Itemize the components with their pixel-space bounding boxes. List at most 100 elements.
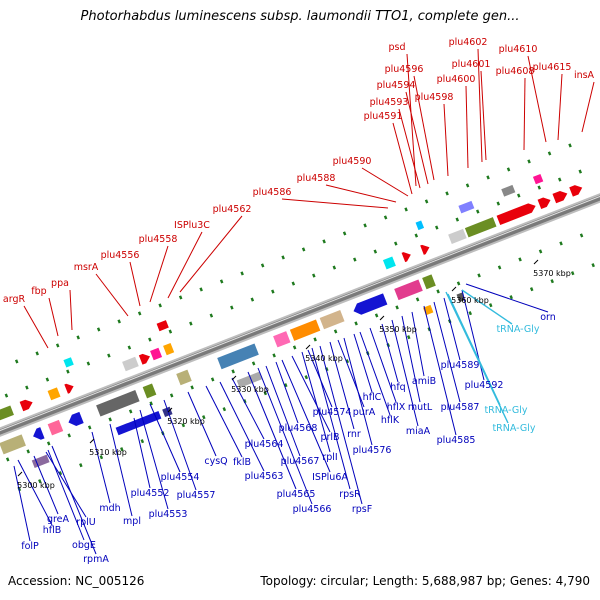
reverse-feature xyxy=(319,310,345,330)
forward-label: plu4558 xyxy=(139,234,178,245)
forward-label: plu4590 xyxy=(333,156,372,167)
reverse-label-leader xyxy=(319,345,363,505)
forward-feature xyxy=(537,197,551,210)
outer-feature-shape xyxy=(415,220,425,231)
reverse-label-leader xyxy=(133,417,151,489)
forward-feature xyxy=(138,353,150,365)
reverse-label: plu4576 xyxy=(353,445,392,456)
tick-dot xyxy=(468,311,472,316)
forward-feature-shape xyxy=(150,347,163,361)
reverse-feature xyxy=(47,419,64,436)
tick-dot xyxy=(169,393,174,398)
reverse-label: plu4567 xyxy=(281,456,320,467)
tick-dot xyxy=(527,159,531,164)
tick-dot xyxy=(55,343,60,348)
tick-dot xyxy=(272,353,276,358)
reverse-feature-shape xyxy=(353,293,388,315)
reverse-label-leader xyxy=(265,365,301,457)
forward-label: msrA xyxy=(74,262,99,273)
forward-feature xyxy=(47,387,61,401)
forward-label: plu4598 xyxy=(415,92,454,103)
inner-feature-shape xyxy=(31,454,50,468)
outer-feature xyxy=(501,184,516,197)
tick-dot xyxy=(108,417,112,422)
reverse-label: ISPlu6A xyxy=(312,472,348,483)
tick-dot xyxy=(219,279,224,284)
backbone-band xyxy=(0,195,600,435)
forward-feature-shape xyxy=(64,383,74,394)
forward-feature xyxy=(19,399,33,412)
forward-feature xyxy=(496,203,536,226)
reverse-label: prlB xyxy=(320,432,339,443)
reverse-label: plu4568 xyxy=(279,423,318,434)
tick-dot xyxy=(291,281,296,286)
tick-dot xyxy=(547,151,552,156)
accession-text: Accession: NC_005126 xyxy=(8,574,145,588)
forward-feature xyxy=(122,356,139,372)
forward-feature xyxy=(552,191,568,204)
tick-dot xyxy=(559,241,563,246)
tick-dot xyxy=(506,167,511,172)
reverse-label-leader xyxy=(343,337,373,446)
inner-feature xyxy=(236,371,262,388)
reverse-label: plu4574 xyxy=(313,407,352,418)
tick-dot xyxy=(517,193,521,198)
trna-label: tRNA-Gly xyxy=(492,423,535,434)
tick-dot xyxy=(58,471,63,476)
forward-label-leader xyxy=(527,55,547,143)
forward-label-leader xyxy=(167,231,203,299)
tick-dot xyxy=(406,335,411,340)
tick-dot xyxy=(404,207,408,212)
forward-feature-shape xyxy=(401,252,411,263)
forward-label: plu4562 xyxy=(213,204,252,215)
reverse-label-leader xyxy=(33,455,59,515)
reverse-label-leader xyxy=(275,361,299,424)
tick-dot xyxy=(537,185,542,190)
reverse-label-leader xyxy=(381,323,399,383)
reverse-label-leader xyxy=(353,333,373,393)
reverse-label: plu4557 xyxy=(177,490,216,501)
reverse-feature-shape xyxy=(217,343,259,370)
tick-dot xyxy=(301,247,306,252)
forward-label-leader xyxy=(179,215,243,293)
reverse-label-leader xyxy=(205,385,243,458)
tick-dot xyxy=(568,143,572,148)
map-title: Photorhabdus luminescens subsp. laumondi… xyxy=(80,9,520,24)
reverse-feature-shape xyxy=(0,434,26,455)
reverse-label-leader xyxy=(91,431,111,504)
reverse-label: cysQ xyxy=(204,456,227,467)
forward-feature-shape xyxy=(47,387,61,401)
tick-dot xyxy=(557,177,562,182)
forward-label-leader xyxy=(581,81,595,133)
forward-label-leader xyxy=(406,53,417,187)
tick-dot xyxy=(477,273,481,278)
tick-dot xyxy=(199,287,203,292)
reverse-label-leader xyxy=(301,351,331,453)
reverse-label: obgE xyxy=(72,540,96,551)
forward-label-leader xyxy=(325,184,397,203)
forward-label-leader xyxy=(95,273,129,317)
reverse-label: mpl xyxy=(123,516,141,527)
tick-dot xyxy=(395,305,399,310)
forward-label: argR xyxy=(3,294,26,305)
reverse-feature-shape xyxy=(176,369,192,386)
reverse-label-leader xyxy=(311,347,351,490)
tick-dot xyxy=(5,457,10,462)
reverse-feature-shape xyxy=(68,411,84,426)
tick-dot xyxy=(38,479,42,484)
tick-dot xyxy=(14,359,19,364)
tick-dot xyxy=(465,183,470,188)
reverse-label: plu4565 xyxy=(277,489,316,500)
tick-dot xyxy=(373,249,378,254)
tick-dot xyxy=(190,385,194,390)
tick-dot xyxy=(149,401,153,406)
forward-label-leader xyxy=(477,48,483,163)
reverse-label: mutL xyxy=(408,402,433,413)
tick-dot xyxy=(25,385,29,390)
forward-label-leader xyxy=(361,167,409,197)
tick-dot xyxy=(189,321,193,326)
forward-label: plu4600 xyxy=(437,74,476,85)
kbp-label: 5300 kbp xyxy=(17,481,55,490)
tick-dot xyxy=(435,225,439,230)
reverse-feature xyxy=(422,274,436,290)
